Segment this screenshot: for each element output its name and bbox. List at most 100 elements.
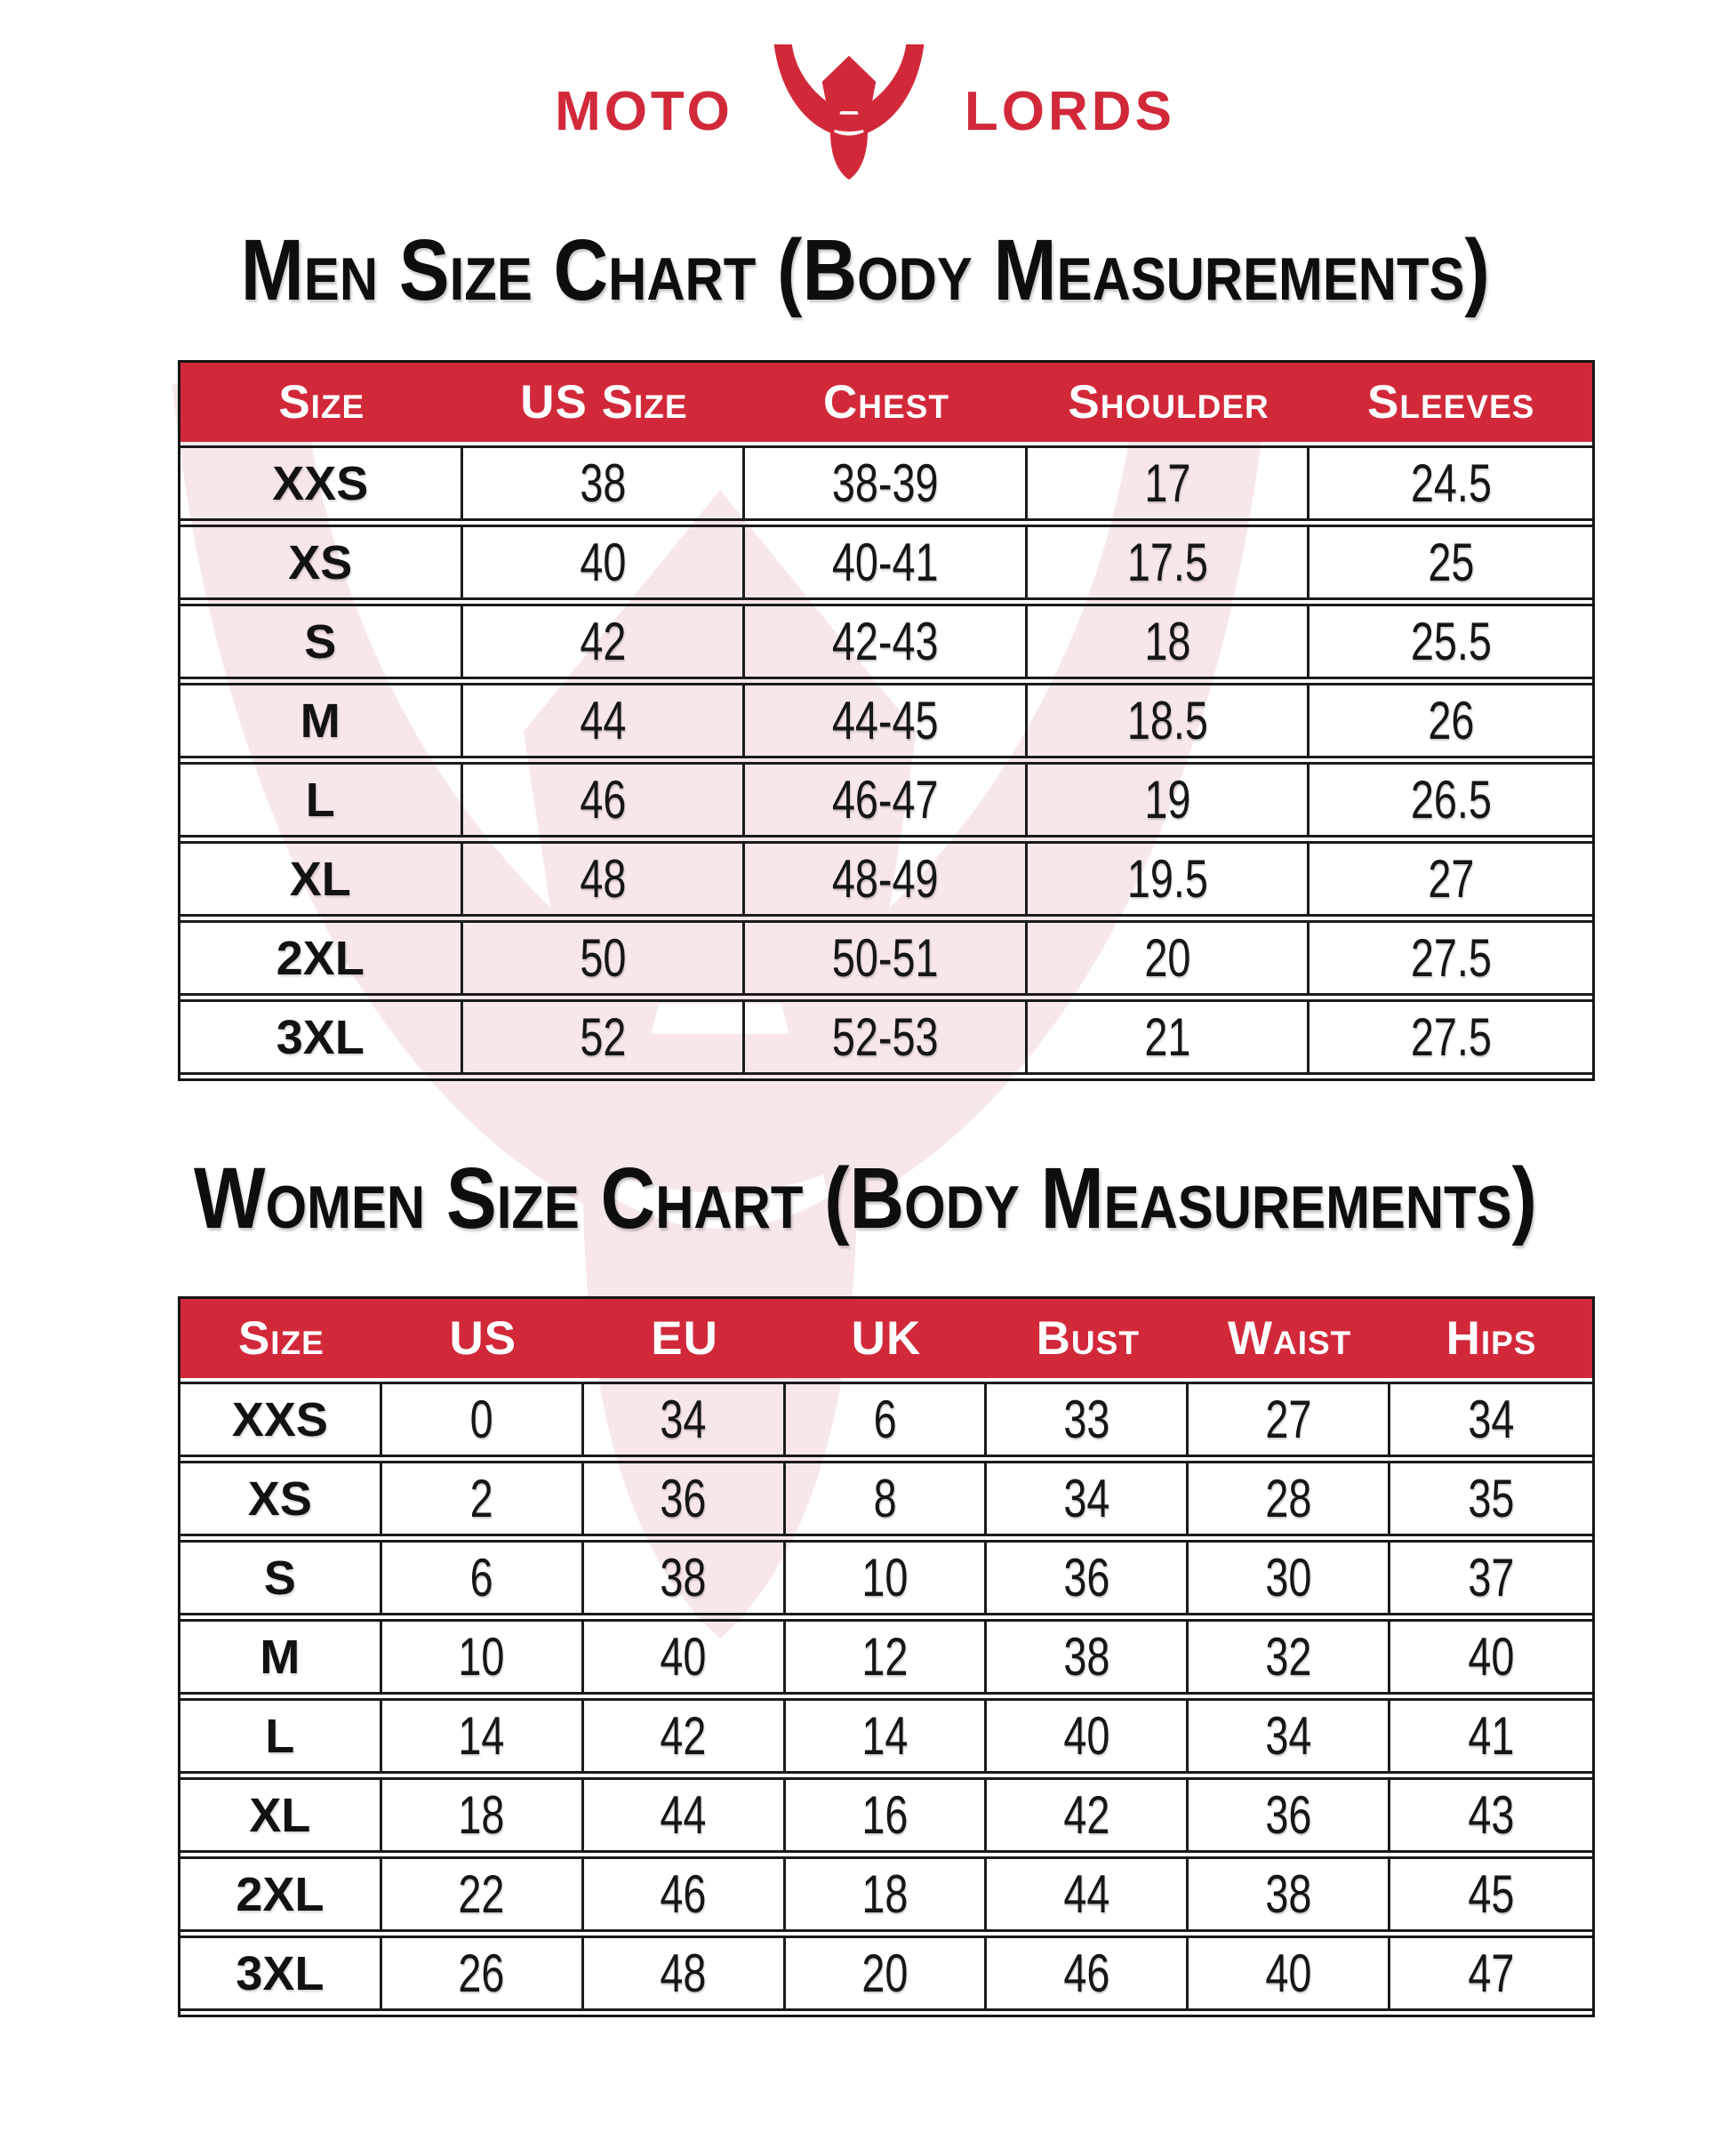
value-cell: 40 bbox=[462, 525, 746, 600]
value-cell: 42 bbox=[987, 1777, 1189, 1853]
value-cell: 43 bbox=[1390, 1777, 1592, 1853]
value-cell: 18 bbox=[381, 1777, 584, 1853]
women-size-table: Size US EU UK Bust Waist Hips XXS 0 34 6… bbox=[178, 1296, 1595, 2017]
value-cell: 40 bbox=[987, 1698, 1189, 1774]
column-header-hips: Hips bbox=[1390, 1299, 1592, 1378]
value-cell: 46 bbox=[583, 1856, 786, 1932]
table-row: L 14 42 14 40 34 41 bbox=[180, 1698, 1592, 1774]
value-cell: 27.5 bbox=[1310, 920, 1592, 996]
table-row: XS 40 40-41 17.5 25 bbox=[180, 525, 1592, 600]
value-cell: 2 bbox=[381, 1461, 584, 1536]
column-header-uk: UK bbox=[785, 1299, 988, 1378]
value-cell: 24.5 bbox=[1310, 445, 1592, 521]
value-cell: 10 bbox=[381, 1619, 584, 1695]
table-row: XXS 0 34 6 33 27 34 bbox=[180, 1382, 1592, 1457]
value-cell: 18 bbox=[1027, 604, 1310, 679]
size-cell: M bbox=[180, 683, 463, 758]
table-row: S 6 38 10 36 30 37 bbox=[180, 1540, 1592, 1615]
value-cell: 10 bbox=[785, 1540, 988, 1615]
value-cell: 21 bbox=[1027, 999, 1310, 1075]
table-row: L 46 46-47 19 26.5 bbox=[180, 762, 1592, 838]
size-cell: XL bbox=[180, 841, 463, 917]
value-cell: 36 bbox=[1189, 1777, 1391, 1853]
table-row: XXS 38 38-39 17 24.5 bbox=[180, 445, 1592, 521]
value-cell: 48-49 bbox=[745, 841, 1028, 917]
value-cell: 26 bbox=[381, 1936, 584, 2011]
men-header-row: Size US Size Chest Shoulder Sleeves bbox=[180, 363, 1592, 442]
value-cell: 32 bbox=[1189, 1619, 1391, 1695]
value-cell: 41 bbox=[1390, 1698, 1592, 1774]
table-row: XL 48 48-49 19.5 27 bbox=[180, 841, 1592, 917]
value-cell: 30 bbox=[1189, 1540, 1391, 1615]
value-cell: 44 bbox=[462, 683, 746, 758]
column-header-shoulder: Shoulder bbox=[1027, 363, 1310, 442]
column-header-us-size: US Size bbox=[462, 363, 746, 442]
value-cell: 46 bbox=[987, 1936, 1189, 2011]
women-header-row: Size US EU UK Bust Waist Hips bbox=[180, 1299, 1592, 1378]
brand-logo: MOTO LORDS bbox=[0, 43, 1730, 181]
size-cell: L bbox=[180, 762, 463, 838]
value-cell: 34 bbox=[1189, 1698, 1391, 1774]
size-cell: XL bbox=[180, 1777, 382, 1853]
value-cell: 14 bbox=[381, 1698, 584, 1774]
value-cell: 27.5 bbox=[1310, 999, 1592, 1075]
value-cell: 52-53 bbox=[745, 999, 1028, 1075]
value-cell: 20 bbox=[1027, 920, 1310, 996]
value-cell: 40-41 bbox=[745, 525, 1028, 600]
motolords-helmet-icon bbox=[760, 43, 938, 181]
value-cell: 44 bbox=[987, 1856, 1189, 1932]
value-cell: 38-39 bbox=[745, 445, 1028, 521]
value-cell: 6 bbox=[381, 1540, 584, 1615]
value-cell: 40 bbox=[1189, 1936, 1391, 2011]
value-cell: 38 bbox=[987, 1619, 1189, 1695]
value-cell: 47 bbox=[1390, 1936, 1592, 2011]
value-cell: 46 bbox=[462, 762, 746, 838]
size-cell: 2XL bbox=[180, 920, 463, 996]
value-cell: 26.5 bbox=[1310, 762, 1592, 838]
column-header-us: US bbox=[381, 1299, 584, 1378]
value-cell: 19 bbox=[1027, 762, 1310, 838]
value-cell: 33 bbox=[987, 1382, 1189, 1457]
column-header-size: Size bbox=[180, 1299, 382, 1378]
value-cell: 36 bbox=[987, 1540, 1189, 1615]
value-cell: 34 bbox=[987, 1461, 1189, 1536]
men-section-title: Men Size Chart (Body Measurements) bbox=[0, 220, 1730, 320]
value-cell: 20 bbox=[785, 1936, 988, 2011]
table-row: 2XL 22 46 18 44 38 45 bbox=[180, 1856, 1592, 1932]
value-cell: 50-51 bbox=[745, 920, 1028, 996]
value-cell: 25.5 bbox=[1310, 604, 1592, 679]
table-row: M 10 40 12 38 32 40 bbox=[180, 1619, 1592, 1695]
size-cell: 3XL bbox=[180, 1936, 382, 2011]
value-cell: 44-45 bbox=[745, 683, 1028, 758]
value-cell: 50 bbox=[462, 920, 746, 996]
value-cell: 38 bbox=[1189, 1856, 1391, 1932]
value-cell: 17.5 bbox=[1027, 525, 1310, 600]
value-cell: 12 bbox=[785, 1619, 988, 1695]
value-cell: 44 bbox=[583, 1777, 786, 1853]
column-header-chest: Chest bbox=[745, 363, 1028, 442]
table-row: XS 2 36 8 34 28 35 bbox=[180, 1461, 1592, 1536]
table-row: M 44 44-45 18.5 26 bbox=[180, 683, 1592, 758]
value-cell: 26 bbox=[1310, 683, 1592, 758]
size-cell: XS bbox=[180, 1461, 382, 1536]
table-row: S 42 42-43 18 25.5 bbox=[180, 604, 1592, 679]
table-row: 3XL 26 48 20 46 40 47 bbox=[180, 1936, 1592, 2011]
size-cell: XXS bbox=[180, 1382, 382, 1457]
men-size-table: Size US Size Chest Shoulder Sleeves XXS … bbox=[178, 360, 1595, 1081]
value-cell: 18.5 bbox=[1027, 683, 1310, 758]
women-section-title-text: Women Size Chart (Body Measurements) bbox=[193, 1150, 1537, 1246]
value-cell: 42 bbox=[583, 1698, 786, 1774]
brand-lords-text: LORDS bbox=[964, 81, 1175, 142]
value-cell: 37 bbox=[1390, 1540, 1592, 1615]
column-header-bust: Bust bbox=[987, 1299, 1189, 1378]
value-cell: 28 bbox=[1189, 1461, 1391, 1536]
value-cell: 19.5 bbox=[1027, 841, 1310, 917]
size-cell: XXS bbox=[180, 445, 463, 521]
value-cell: 38 bbox=[583, 1540, 786, 1615]
value-cell: 6 bbox=[785, 1382, 988, 1457]
size-cell: 3XL bbox=[180, 999, 463, 1075]
brand-moto-text: MOTO bbox=[555, 81, 733, 142]
value-cell: 40 bbox=[583, 1619, 786, 1695]
value-cell: 42-43 bbox=[745, 604, 1028, 679]
size-cell: XS bbox=[180, 525, 463, 600]
